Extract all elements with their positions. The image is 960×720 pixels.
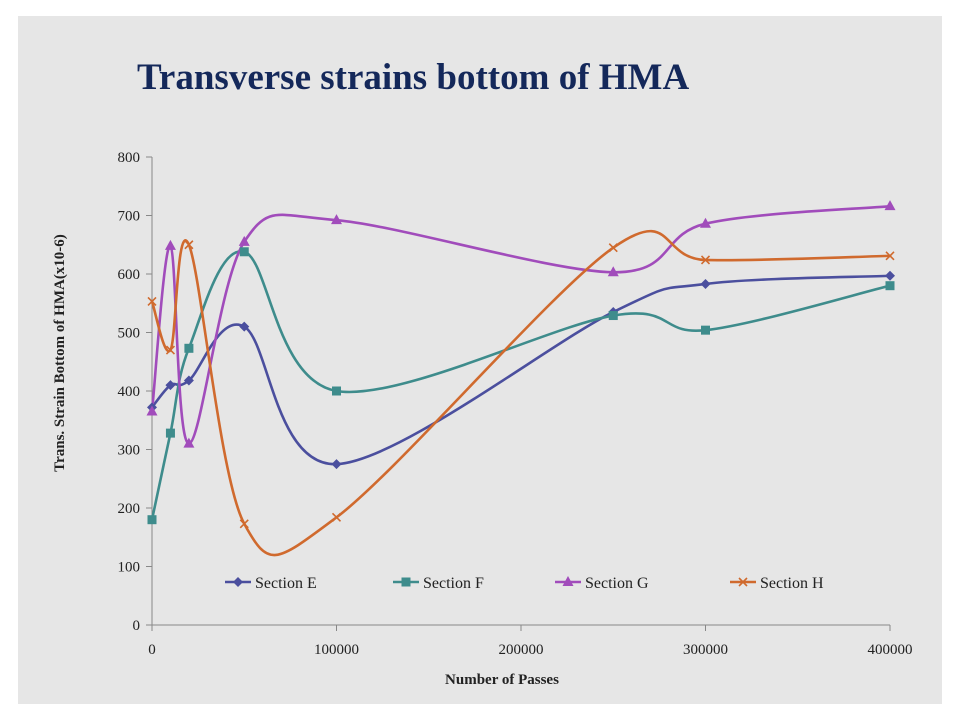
legend-label: Section H xyxy=(760,575,824,592)
data-point-diamond xyxy=(165,380,176,391)
data-point-x xyxy=(700,255,711,265)
data-point-triangle xyxy=(331,214,342,225)
data-point-triangle xyxy=(146,405,158,416)
data-point-triangle xyxy=(164,239,176,250)
x-axis-title: Number of Passes xyxy=(445,672,559,688)
y-ticks: 0 100 200 300 400 500 600 700 800 xyxy=(118,150,152,634)
x-tick-label: 0 xyxy=(148,642,156,658)
y-tick-label: 700 xyxy=(118,209,141,225)
x-ticks: 0 100000 200000 300000 400000 xyxy=(148,625,913,658)
data-point-square xyxy=(608,311,618,321)
data-point-triangle xyxy=(607,266,619,277)
data-point-x xyxy=(608,243,618,253)
data-point-x xyxy=(184,240,194,250)
x-tick-label: 300000 xyxy=(683,642,728,658)
x-tick-label: 200000 xyxy=(499,642,544,658)
chart-title: Transverse strains bottom of HMA xyxy=(137,57,690,98)
data-point-triangle xyxy=(238,235,250,246)
data-point-square xyxy=(885,281,895,291)
data-point-triangle xyxy=(700,217,711,228)
data-point-square xyxy=(184,343,194,353)
legend: Section E Section F Section G Section H xyxy=(225,575,824,592)
data-point-x xyxy=(165,345,176,355)
series-lines xyxy=(150,204,892,557)
data-point-x xyxy=(239,519,249,529)
data-point-square xyxy=(701,325,710,335)
data-point-x xyxy=(885,251,895,261)
data-point-square xyxy=(401,577,411,587)
y-tick-label: 200 xyxy=(118,501,141,517)
x-tick-label: 100000 xyxy=(314,642,359,658)
data-point-diamond xyxy=(700,278,711,289)
y-tick-label: 100 xyxy=(118,560,141,576)
series-line xyxy=(150,229,892,557)
y-tick-label: 0 xyxy=(133,618,141,634)
data-point-triangle xyxy=(884,200,896,211)
data-point-diamond xyxy=(183,375,194,386)
chart-axes xyxy=(151,157,890,626)
series-line xyxy=(150,250,892,521)
y-tick-label: 800 xyxy=(118,150,141,166)
legend-label: Section G xyxy=(585,575,649,592)
y-tick-label: 500 xyxy=(118,326,141,342)
series-line xyxy=(150,274,892,466)
data-point-diamond xyxy=(885,270,895,281)
data-point-triangle xyxy=(183,437,195,448)
y-axis-title: Trans. Strain Bottom of HMA(x10-6) xyxy=(52,234,68,472)
data-point-diamond xyxy=(239,321,250,332)
x-tick-label: 400000 xyxy=(868,642,913,658)
data-point-diamond xyxy=(233,577,243,587)
y-tick-label: 400 xyxy=(118,384,141,400)
y-tick-label: 300 xyxy=(118,443,141,459)
y-tick-label: 600 xyxy=(118,267,141,283)
data-point-diamond xyxy=(331,459,342,470)
data-point-square xyxy=(147,515,157,525)
legend-label: Section F xyxy=(423,575,484,592)
data-point-square xyxy=(165,428,175,438)
legend-label: Section E xyxy=(255,575,317,592)
data-point-triangle xyxy=(562,576,574,586)
series-markers xyxy=(146,200,896,529)
data-point-x xyxy=(147,296,157,307)
data-point-square xyxy=(239,247,249,257)
data-point-square xyxy=(332,386,341,396)
data-point-x xyxy=(738,577,748,587)
data-point-x xyxy=(331,512,342,522)
series-line xyxy=(150,204,892,445)
